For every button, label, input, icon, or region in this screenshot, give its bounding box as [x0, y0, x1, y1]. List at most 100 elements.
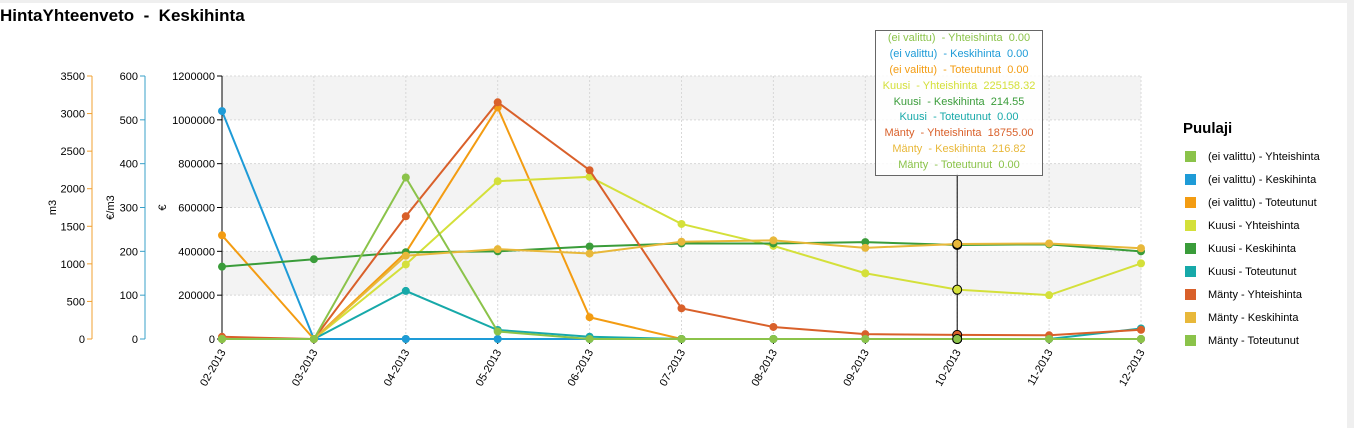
data-point: [1045, 335, 1054, 343]
tooltip-line: Mänty - Keskihinta 216.82: [892, 143, 1026, 156]
legend-swatch: [1185, 220, 1196, 231]
data-point: [585, 249, 594, 258]
data-point: [769, 335, 778, 343]
data-point: [493, 245, 502, 254]
legend-item[interactable]: Mänty - Toteutunut: [1183, 329, 1320, 352]
y-tick-label: 0: [79, 334, 85, 346]
x-tick-label: 06-2013: [566, 348, 597, 389]
data-point: [952, 334, 963, 344]
x-tick-label: 08-2013: [749, 348, 780, 389]
legend-item[interactable]: Kuusi - Yhteishinta: [1183, 214, 1320, 237]
tooltip-line: (ei valittu) - Toteutunut 0.00: [889, 63, 1029, 76]
y-tick-label: 1000: [61, 259, 85, 271]
legend-swatch: [1185, 197, 1196, 208]
legend-swatch: [1185, 335, 1196, 346]
data-point: [861, 335, 870, 343]
data-point: [585, 166, 594, 175]
data-point: [1137, 259, 1145, 268]
data-point: [1045, 291, 1054, 300]
data-point: [401, 286, 410, 295]
data-point: [401, 260, 410, 269]
y-tick-label: 2500: [61, 146, 85, 158]
x-tick-label: 10-2013: [933, 348, 964, 389]
data-point: [493, 98, 502, 107]
x-tick-label: 02-2013: [198, 348, 229, 389]
eur-per-m3-axis-label: €/m3: [105, 195, 117, 219]
legend-item[interactable]: Kuusi - Toteutunut: [1183, 260, 1320, 283]
y-tick-label: 400: [120, 159, 138, 171]
data-point: [1137, 335, 1145, 343]
data-point: [585, 335, 594, 343]
data-point: [218, 231, 226, 240]
legend-title: Puulaji: [1183, 120, 1233, 137]
x-tick-label: 12-2013: [1117, 348, 1148, 389]
chart-title: HintaYhteenveto - Keskihinta: [0, 6, 245, 25]
legend-label: Mänty - Yhteishinta: [1208, 288, 1302, 301]
legend-item[interactable]: (ei valittu) - Yhteishinta: [1183, 145, 1320, 168]
data-point: [677, 335, 686, 343]
legend-label: Mänty - Toteutunut: [1208, 334, 1299, 347]
data-point: [952, 284, 963, 295]
x-tick-label: 05-2013: [474, 348, 505, 389]
data-point: [677, 237, 686, 246]
y-tick-label: 0: [209, 334, 215, 346]
data-point: [1137, 244, 1145, 253]
legend-items: (ei valittu) - Yhteishinta (ei valittu) -…: [1183, 145, 1320, 352]
tooltip-line: Mänty - Yhteishinta 18755.00: [884, 127, 1034, 140]
y-tick-label: 500: [120, 115, 138, 127]
y-tick-label: 300: [120, 203, 138, 215]
x-tick-label: 09-2013: [841, 348, 872, 389]
data-point: [493, 327, 502, 336]
legend-swatch: [1185, 312, 1196, 323]
x-tick-label: 04-2013: [382, 348, 413, 389]
data-point: [861, 243, 870, 252]
data-point: [218, 262, 226, 271]
legend-swatch: [1185, 151, 1196, 162]
y-tick-label: 3500: [61, 71, 85, 83]
data-point: [769, 236, 778, 245]
data-point: [861, 269, 870, 278]
legend-item[interactable]: (ei valittu) - Keskihinta: [1183, 168, 1320, 191]
legend-swatch: [1185, 243, 1196, 254]
x-tick-label: 11-2013: [1026, 348, 1056, 388]
data-point: [1045, 239, 1054, 248]
legend-swatch: [1185, 266, 1196, 277]
y-tick-label: 3000: [61, 109, 85, 121]
y-tick-label: 0: [132, 334, 138, 346]
y-tick-label: 200000: [178, 290, 215, 302]
data-point: [585, 242, 594, 251]
y-tick-label: 400000: [178, 246, 215, 258]
legend: Puulaji (ei valittu) - Yhteishinta (ei va…: [1183, 120, 1320, 352]
y-tick-label: 600: [120, 71, 138, 83]
tooltip-line: Kuusi - Yhteishinta 225158.32: [882, 79, 1036, 92]
legend-label: Kuusi - Keskihinta: [1208, 242, 1297, 255]
y-tick-label: 1500: [61, 221, 85, 233]
legend-label: Mänty - Keskihinta: [1208, 311, 1299, 324]
y-tick-label: 2000: [61, 184, 85, 196]
legend-item[interactable]: Mänty - Keskihinta: [1183, 306, 1320, 329]
data-point: [309, 335, 318, 343]
y-tick-label: 200: [120, 246, 138, 258]
legend-item[interactable]: Mänty - Yhteishinta: [1183, 283, 1320, 306]
data-point: [585, 313, 594, 322]
legend-swatch: [1185, 174, 1196, 185]
legend-item[interactable]: Kuusi - Keskihinta: [1183, 237, 1320, 260]
data-point: [769, 322, 778, 331]
m3-axis-label: m3: [47, 200, 59, 215]
data-point: [861, 238, 870, 247]
data-point: [218, 335, 226, 343]
data-point: [218, 107, 226, 116]
data-point: [401, 173, 410, 182]
legend-item[interactable]: (ei valittu) - Toteutunut: [1183, 191, 1320, 214]
y-tick-label: 800000: [178, 159, 215, 171]
data-point: [1137, 325, 1145, 334]
legend-label: Kuusi - Yhteishinta: [1208, 219, 1300, 232]
data-point: [952, 238, 963, 249]
legend-swatch: [1185, 289, 1196, 300]
tooltip-line: (ei valittu) - Keskihinta 0.00: [889, 47, 1029, 60]
legend-label: (ei valittu) - Yhteishinta: [1208, 150, 1320, 163]
tooltip-line: Kuusi - Keskihinta 214.55: [893, 95, 1025, 108]
tooltip-line: Mänty - Toteutunut 0.00: [898, 159, 1020, 172]
